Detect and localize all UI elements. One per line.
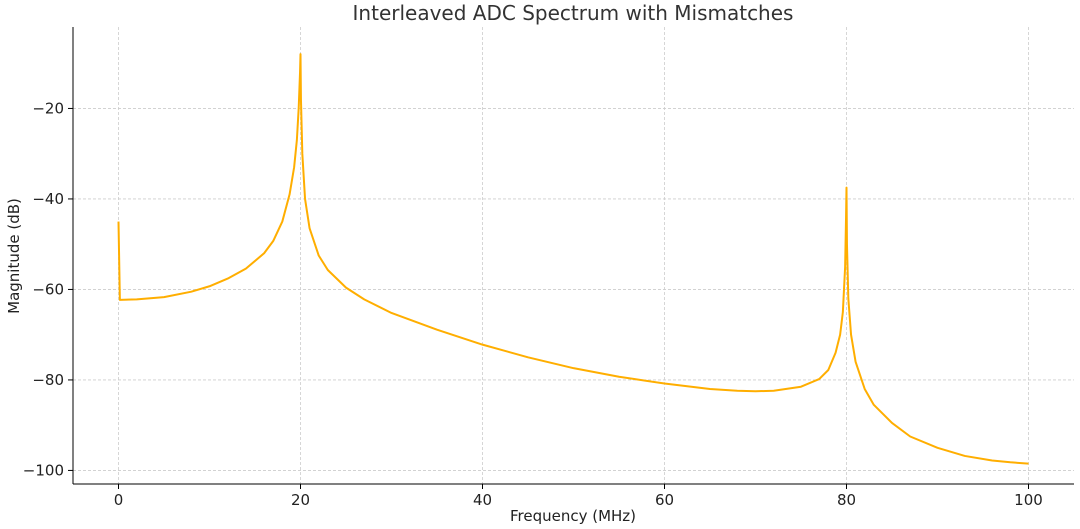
y-tick-label: −20: [32, 99, 64, 117]
x-tick-label: 0: [114, 491, 124, 509]
spectrum-line: [117, 53, 1029, 465]
x-axis-ticks: 0 20 40 60 80 100: [114, 484, 1043, 509]
y-tick-label: −60: [32, 280, 64, 298]
axes: [72, 27, 1074, 485]
y-tick-label: −100: [23, 461, 64, 479]
y-tick-label: −80: [32, 371, 64, 389]
x-tick-label: 60: [655, 491, 674, 509]
x-tick-label: 100: [1014, 491, 1043, 509]
chart-title: Interleaved ADC Spectrum with Mismatches: [353, 1, 794, 25]
y-axis-label: Magnitude (dB): [5, 198, 23, 314]
y-tick-label: −40: [32, 190, 64, 208]
x-axis-label: Frequency (MHz): [510, 507, 636, 525]
series-group: [117, 53, 1029, 465]
y-axis-ticks: −100 −80 −60 −40 −20: [23, 99, 73, 479]
x-tick-label: 40: [473, 491, 492, 509]
x-tick-label: 20: [291, 491, 310, 509]
grid-lines: [73, 27, 1074, 484]
x-tick-label: 80: [837, 491, 856, 509]
